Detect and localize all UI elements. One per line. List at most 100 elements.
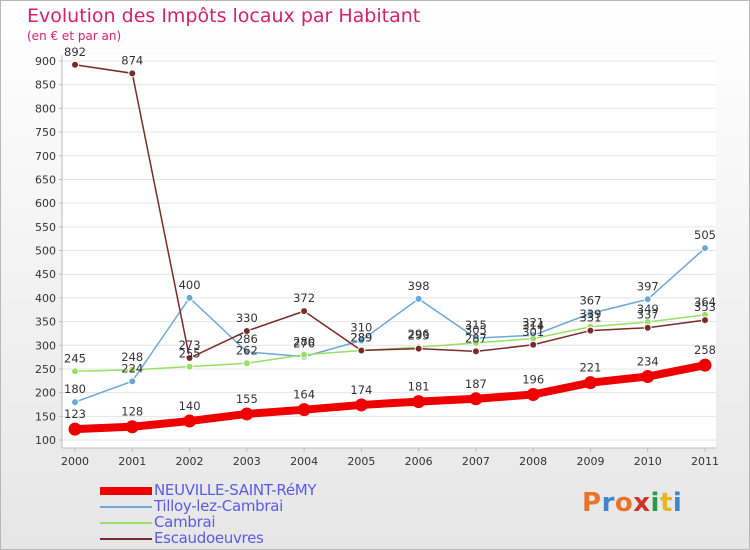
x-tick-label: 2008 [519, 455, 547, 468]
data-label: 276 [293, 337, 315, 351]
y-tick-label: 700 [35, 150, 56, 163]
data-point [128, 69, 137, 78]
data-label: 289 [350, 330, 372, 344]
data-label: 187 [465, 377, 487, 391]
data-point [183, 414, 197, 428]
logo-letter: r [601, 488, 615, 518]
data-point [71, 367, 79, 376]
data-label: 310 [350, 321, 372, 335]
legend-label: Escaudoeuvres [154, 529, 264, 547]
series-line-0 [71, 361, 709, 434]
data-point [414, 344, 423, 353]
data-label: 337 [637, 308, 659, 322]
y-tick-label: 400 [35, 292, 56, 305]
data-point [71, 398, 79, 407]
data-label: 174 [350, 383, 372, 397]
y-tick-label: 750 [35, 126, 56, 139]
y-tick-label: 350 [35, 316, 56, 329]
data-point [641, 370, 655, 384]
data-label: 234 [637, 355, 659, 369]
data-label: 273 [179, 338, 201, 352]
data-point [583, 376, 597, 390]
data-point [128, 365, 137, 374]
data-label: 892 [64, 45, 86, 59]
data-point [643, 295, 652, 304]
data-point [526, 388, 540, 402]
data-point [643, 323, 652, 332]
x-tick-label: 2009 [576, 455, 604, 468]
x-tick-label: 2005 [347, 455, 375, 468]
x-tick-label: 2000 [61, 455, 89, 468]
data-point [357, 346, 366, 355]
data-label: 315 [465, 318, 487, 332]
data-label: 128 [121, 405, 143, 419]
x-tick-label: 2004 [290, 455, 318, 468]
x-tick-label: 2007 [462, 455, 490, 468]
data-point [297, 403, 311, 417]
data-point [586, 309, 595, 318]
legend-label: Tilloy-lez-Cambrai [154, 497, 284, 515]
data-label: 367 [579, 294, 601, 308]
data-label: 180 [64, 382, 86, 396]
data-point [412, 395, 426, 409]
legend-swatch [100, 487, 152, 495]
data-label: 164 [293, 388, 315, 402]
data-label: 301 [522, 325, 544, 339]
data-point [68, 422, 82, 436]
legend-label: NEUVILLE-SAINT-RéMY [154, 481, 317, 499]
data-point [471, 347, 480, 356]
chart-title: Evolution des Impôts locaux par Habitant [27, 5, 421, 27]
data-label: 874 [121, 53, 143, 67]
data-label: 331 [579, 311, 601, 325]
data-label: 224 [121, 361, 143, 375]
data-label: 258 [694, 343, 716, 357]
proxiti-logo: Proxiti [582, 488, 682, 518]
y-tick-label: 300 [35, 339, 56, 352]
data-label: 262 [236, 343, 258, 357]
data-label: 181 [408, 380, 430, 394]
y-tick-label: 450 [35, 268, 56, 281]
legend-swatch [100, 506, 152, 508]
data-point [354, 398, 368, 412]
data-point [185, 362, 194, 371]
data-point [469, 392, 483, 406]
data-point [242, 359, 251, 368]
data-label: 221 [579, 361, 601, 375]
logo-letter: x [633, 488, 651, 518]
data-point [698, 358, 712, 372]
data-label: 287 [465, 331, 487, 345]
y-tick-label: 150 [35, 410, 56, 423]
y-tick-label: 850 [35, 79, 56, 92]
data-point [128, 377, 137, 386]
y-tick-label: 600 [35, 197, 56, 210]
chart-subtitle: (en € et par an) [27, 29, 122, 43]
data-label: 280 [293, 335, 315, 349]
data-label: 305 [465, 323, 487, 337]
data-label: 245 [64, 351, 86, 365]
series-line-3 [74, 64, 706, 359]
logo-letter: o [614, 488, 634, 518]
data-point [125, 420, 139, 434]
data-label: 330 [236, 311, 258, 325]
data-point [242, 347, 251, 356]
data-point [586, 326, 595, 335]
data-label: 372 [293, 291, 315, 305]
data-point [357, 336, 366, 345]
x-tick-label: 2011 [691, 455, 719, 468]
logo-letter: P [582, 488, 602, 518]
data-label: 364 [694, 295, 716, 309]
data-label: 255 [179, 347, 201, 361]
y-tick-label: 550 [35, 221, 56, 234]
data-label: 140 [179, 399, 201, 413]
plot-area [62, 55, 716, 448]
logo-letter: i [650, 488, 660, 518]
data-label: 286 [236, 332, 258, 346]
data-point [185, 354, 194, 363]
x-tick-label: 2001 [118, 455, 146, 468]
y-tick-label: 200 [35, 387, 56, 400]
data-label: 397 [637, 279, 659, 293]
data-label: 321 [522, 315, 544, 329]
data-label: 248 [121, 350, 143, 364]
y-tick-label: 900 [35, 55, 56, 68]
